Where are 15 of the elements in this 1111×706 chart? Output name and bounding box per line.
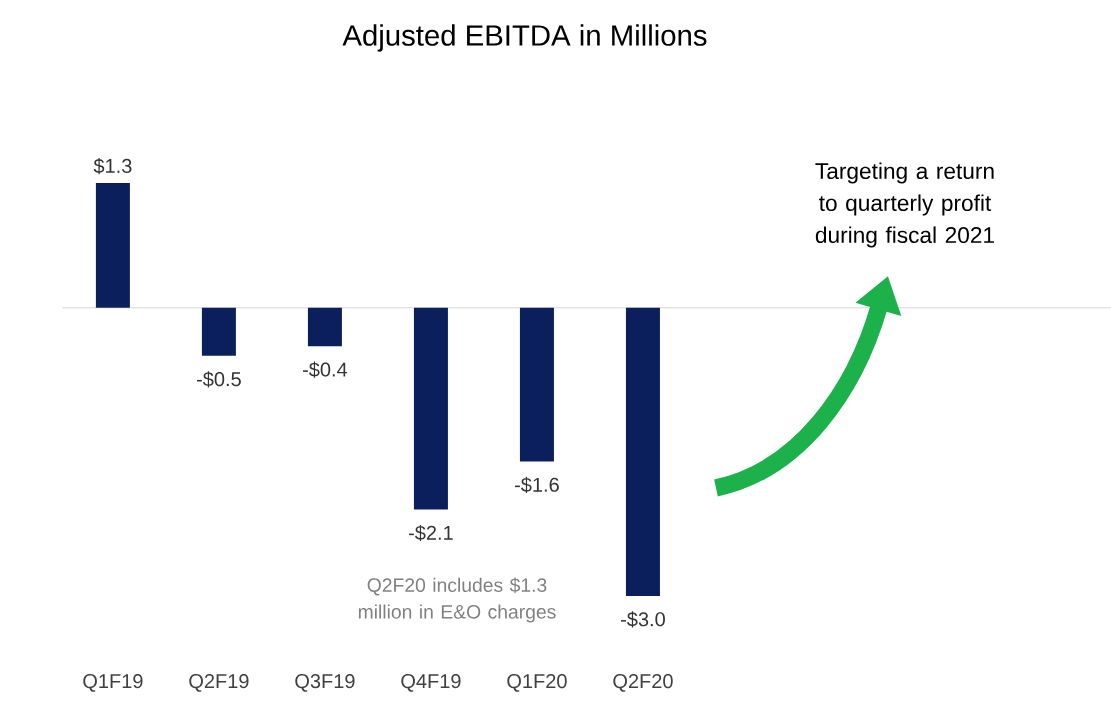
x-tick-label: Q1F19 xyxy=(83,674,143,692)
annotation: Q2F20 includes $1.3 million in E&O charges xyxy=(358,577,556,623)
data-label: -$0.5 xyxy=(196,371,241,388)
data-label: -$1.6 xyxy=(515,476,559,494)
x-tick-label: Q3F19 xyxy=(295,674,355,692)
x-tick-label: Q2F20 xyxy=(613,674,673,692)
x-tick-label: Q2F19 xyxy=(189,674,249,692)
data-label: -$3.0 xyxy=(621,611,665,628)
text: Targeting a return to quarterly profit during fiscal 2021 xyxy=(815,162,994,248)
data-label: $1.3 xyxy=(93,158,132,175)
x-tick-label: Q4F19 xyxy=(401,674,461,692)
x-tick-label: Q1F20 xyxy=(507,674,567,692)
data-label: -$2.1 xyxy=(409,524,453,542)
data-label: -$0.4 xyxy=(303,361,348,378)
chart-title: Adjusted EBITDA in Millions xyxy=(342,24,707,52)
